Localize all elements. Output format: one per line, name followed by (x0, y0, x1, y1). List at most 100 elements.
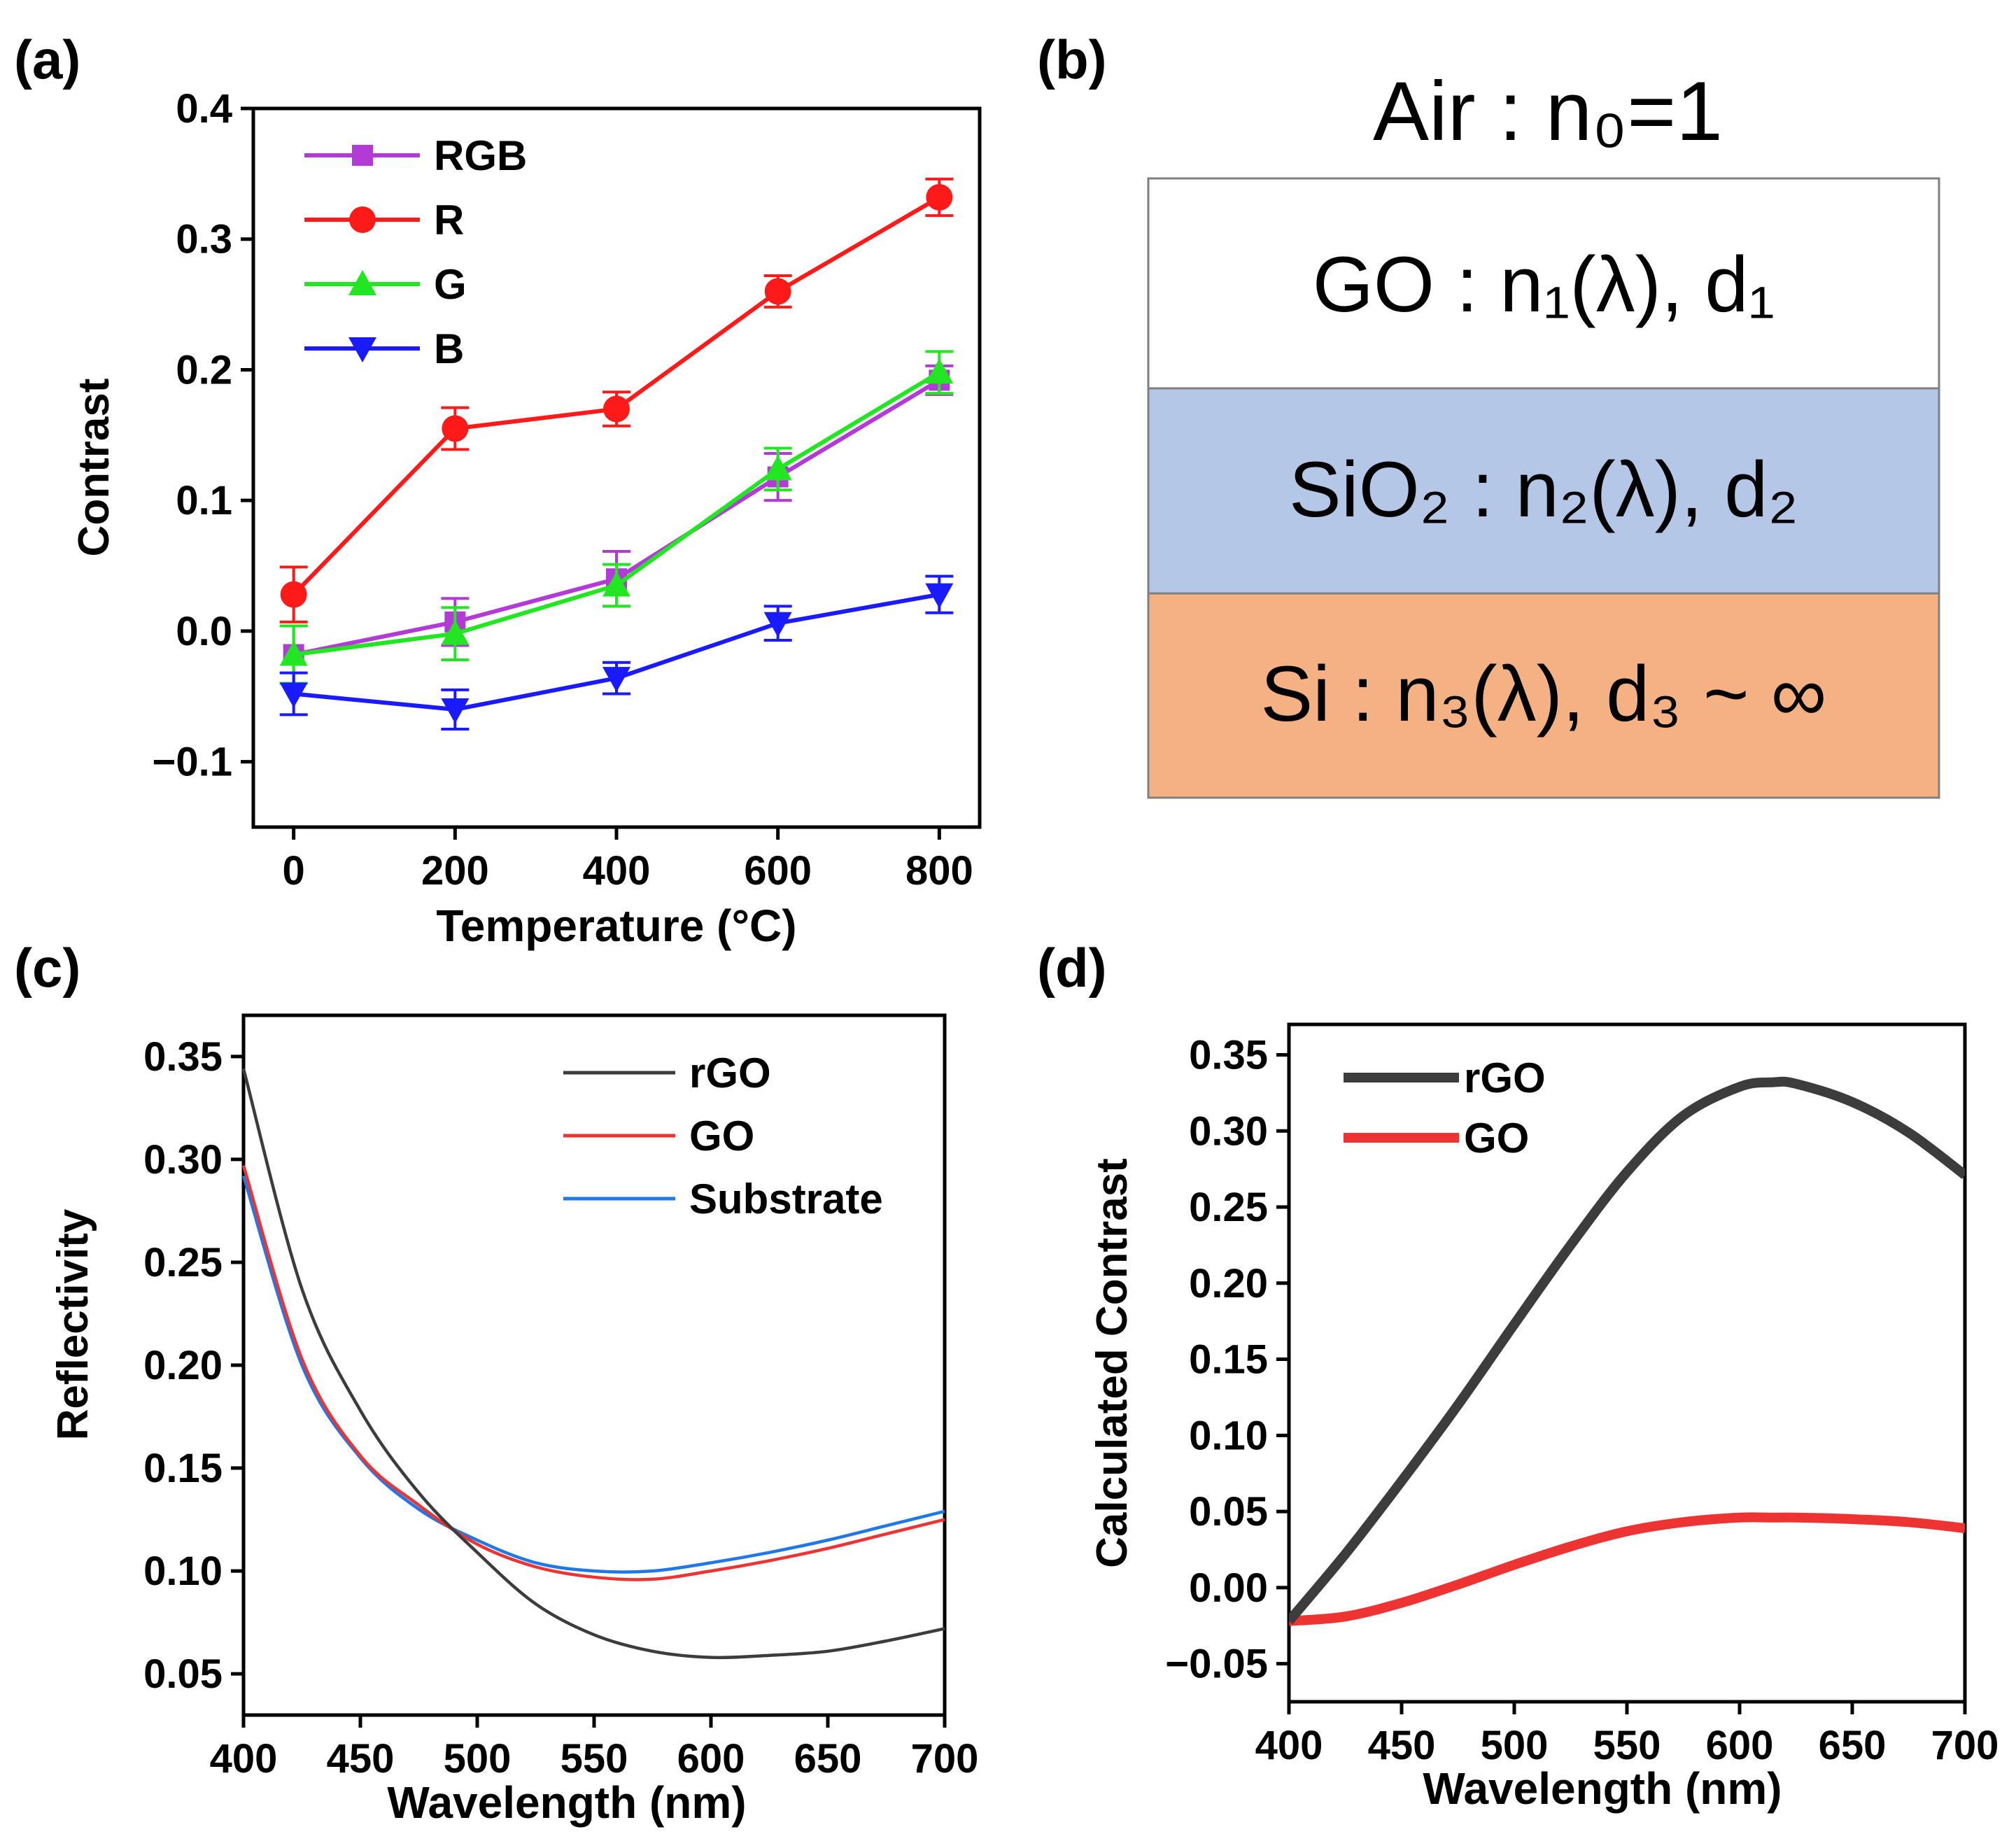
panel-b: (b) Air : n₀=1 GO : n₁(λ), d₁ SiO₂ : n₂(… (1037, 29, 1940, 799)
x-tick-label: 700 (1931, 1723, 1999, 1768)
x-tick-label: 400 (210, 1736, 278, 1782)
data-point (441, 619, 470, 645)
legend-label: Substrate (689, 1176, 883, 1222)
panel-a-series (279, 177, 954, 731)
y-tick-label: 0.30 (143, 1137, 223, 1183)
y-tick-label: 0.2 (176, 347, 232, 393)
legend-marker (348, 270, 376, 295)
panel-c-y-ticks: 0.05 0.10 0.15 0.20 0.25 0.30 0.35 (143, 1034, 244, 1697)
data-point (602, 571, 630, 597)
go-layer (1147, 177, 1940, 390)
data-point (441, 698, 470, 724)
panel-c-axes-frame (241, 1013, 947, 1717)
y-tick-label: 0.30 (1189, 1108, 1268, 1154)
panel-a-x-axis-label: Temperature (°C) (436, 901, 796, 951)
x-tick-label: 600 (744, 848, 812, 894)
data-point (763, 612, 792, 637)
legend-label: R (434, 197, 464, 244)
y-tick-label: 0.3 (176, 217, 232, 262)
data-point (442, 415, 469, 442)
panel-a-legend: RGB RGB (304, 132, 527, 372)
y-tick-label: 0.15 (143, 1446, 223, 1491)
y-tick-label: 0.35 (1189, 1033, 1268, 1078)
series-g (279, 350, 954, 685)
panel-a-x-ticks: 0 200 400 600 800 (283, 827, 973, 894)
panel-c-legend: rGO GO Substrate (563, 1050, 883, 1222)
y-tick-label: −0.1 (153, 740, 233, 785)
sio2-layer (1147, 387, 1940, 595)
legend-marker (348, 337, 376, 362)
legend-label: GO (689, 1113, 754, 1159)
legend-label: RGB (434, 132, 527, 179)
y-tick-label: 0.1 (176, 478, 232, 523)
panel-d-y-axis-label: Calculated Contrast (1088, 1158, 1136, 1568)
panel-a-y-axis-label: Contrast (70, 379, 118, 557)
legend-marker (352, 145, 373, 166)
x-tick-label: 500 (1481, 1723, 1549, 1768)
y-tick-label: 0.25 (1189, 1185, 1268, 1230)
data-point (926, 183, 953, 211)
legend-label: B (434, 325, 464, 372)
legend-label: GO (1464, 1115, 1529, 1162)
series-line-substrate (241, 1175, 945, 1574)
series-line-rgo (1289, 1076, 1965, 1625)
air-label: Air : n₀=1 (1373, 64, 1723, 158)
data-point (925, 358, 954, 384)
panel-a-y-ticks: −0.1 0.0 0.1 0.2 0.3 0.4 (153, 86, 253, 785)
panel-c-label: (c) (14, 937, 80, 999)
panel-d-axes-frame (1287, 1022, 1967, 1704)
x-tick-label: 650 (1819, 1723, 1887, 1768)
data-point (602, 667, 630, 693)
si-layer (1147, 592, 1940, 799)
y-tick-label: 0.20 (1189, 1261, 1268, 1306)
panel-d-series (1289, 1076, 1965, 1626)
y-tick-label: 0.25 (143, 1240, 223, 1285)
y-tick-label: −0.05 (1165, 1642, 1268, 1687)
data-point (280, 581, 307, 608)
y-tick-label: 0.05 (1189, 1489, 1268, 1535)
y-tick-label: 0.00 (1189, 1565, 1268, 1611)
panel-c-series (241, 1068, 945, 1660)
x-tick-label: 650 (794, 1736, 862, 1782)
si-layer-label: Si : n₃(λ), d₃ ~ ∞ (1260, 650, 1826, 738)
y-tick-label: 0.15 (1189, 1337, 1268, 1383)
legend-label: G (434, 261, 467, 308)
data-point (763, 455, 792, 481)
series-line-go (1289, 1512, 1965, 1626)
panel-c-x-ticks: 400 450 500 550 600 650 700 (210, 1715, 979, 1782)
panel-c: (c) 0.05 0.10 0.15 0.20 0.25 0.30 0.35 400 450 5… (14, 937, 978, 1828)
data-point (279, 640, 308, 666)
data-point (764, 278, 791, 305)
y-tick-label: 0.10 (1189, 1413, 1268, 1458)
x-tick-label: 400 (583, 848, 651, 894)
y-tick-label: 0.35 (143, 1034, 223, 1080)
legend-label: rGO (689, 1050, 771, 1096)
series-r (279, 177, 954, 623)
panel-b-label: (b) (1037, 29, 1107, 90)
x-tick-label: 600 (1706, 1723, 1774, 1768)
x-tick-label: 550 (561, 1736, 628, 1782)
panel-d-x-axis-label: Wavelength (nm) (1423, 1763, 1782, 1814)
panel-d-label: (d) (1037, 937, 1107, 999)
y-tick-label: 0.4 (176, 86, 232, 132)
y-tick-label: 0.10 (143, 1549, 223, 1594)
panel-c-x-axis-label: Wavelength (nm) (387, 1777, 746, 1828)
series-line-rgo (241, 1068, 945, 1660)
legend-label: rGO (1464, 1055, 1546, 1101)
data-point (603, 395, 630, 423)
x-tick-label: 200 (421, 848, 489, 894)
panel-d-y-ticks: −0.05 0.00 0.05 0.10 0.15 0.20 0.25 0.30 0.35 (1165, 1033, 1289, 1687)
sio2-layer-label: SiO₂ : n₂(λ), d₂ (1289, 446, 1798, 533)
panel-a: (a) −0.1 0.0 0.1 0.2 0.3 0.4 0 200 400 600 800 Co… (14, 29, 982, 951)
y-tick-label: 0.0 (176, 609, 232, 654)
x-tick-label: 700 (911, 1736, 979, 1782)
y-tick-label: 0.05 (143, 1651, 223, 1697)
panel-c-y-axis-label: Reflectivity (49, 1208, 97, 1440)
y-tick-label: 0.20 (143, 1343, 223, 1388)
panel-a-label: (a) (14, 29, 80, 90)
x-tick-label: 600 (677, 1736, 745, 1782)
panel-d-legend: rGO GO (1344, 1055, 1546, 1162)
panel-d-x-ticks: 400 450 500 550 600 650 700 (1255, 1702, 1999, 1768)
x-tick-label: 0 (283, 848, 305, 894)
